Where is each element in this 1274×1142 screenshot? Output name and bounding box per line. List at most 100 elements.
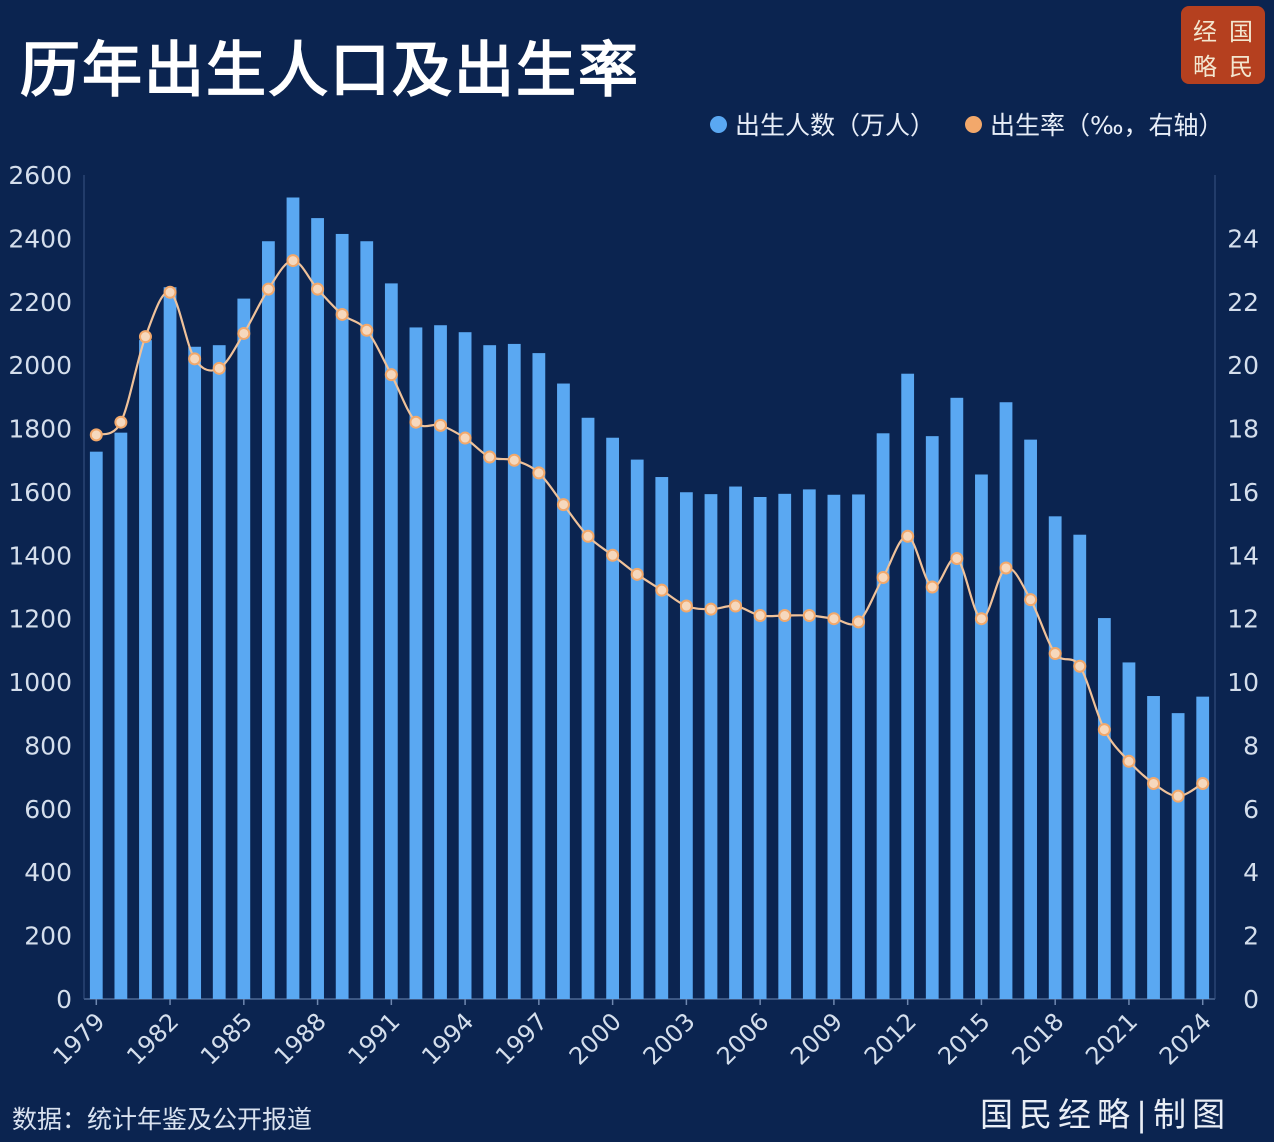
y-left-tick-label: 2200 <box>8 288 72 317</box>
rate-point <box>1171 789 1185 803</box>
y-right-tick-label: 22 <box>1227 288 1259 317</box>
x-tick-label: 1994 <box>416 1007 479 1070</box>
y-right-tick-label: 18 <box>1227 415 1259 444</box>
y-left-tick-label: 800 <box>24 731 72 760</box>
rate-point <box>581 529 595 543</box>
bar-births <box>384 283 398 999</box>
bar-births <box>557 383 570 999</box>
chart-legend: 出生人数（万人） 出生率（‰，右轴） <box>710 106 1224 142</box>
rate-point <box>778 609 792 623</box>
y-left-tick-label: 400 <box>24 858 72 887</box>
rate-point <box>851 615 865 629</box>
rate-point <box>212 361 226 375</box>
bar-births <box>434 325 447 999</box>
rate-point <box>679 599 693 613</box>
bar-births <box>704 494 718 999</box>
bar-births <box>1122 662 1136 999</box>
y-right-tick-label: 16 <box>1227 478 1259 507</box>
rate-point <box>1024 593 1038 607</box>
rate-point <box>237 326 251 340</box>
bar-births <box>925 436 939 999</box>
bar-births <box>729 486 742 999</box>
rate-point <box>163 285 177 299</box>
seal-char: 略 <box>1193 53 1217 81</box>
seal-char: 经 <box>1193 18 1217 46</box>
bar-births <box>286 197 300 1000</box>
page-title: 历年出生人口及出生率 <box>20 36 640 106</box>
bar-births <box>311 218 324 999</box>
bar-births <box>114 432 128 999</box>
y-left-tick-label: 1600 <box>8 478 72 507</box>
rate-point <box>802 609 816 623</box>
x-tick-label: 2009 <box>785 1007 848 1070</box>
rate-point <box>729 599 743 613</box>
rate-point <box>950 551 964 565</box>
rate-point <box>89 428 103 442</box>
bar-births <box>360 241 374 999</box>
bar-births <box>606 437 620 999</box>
bar-births <box>827 494 841 999</box>
rate-point <box>1048 647 1062 661</box>
rate-point <box>1122 754 1136 768</box>
y-right-tick-label: 12 <box>1227 605 1259 634</box>
y-left-tick-label: 2600 <box>8 161 72 190</box>
rate-point <box>704 602 718 616</box>
rate-point <box>532 466 546 480</box>
legend-label-births: 出生人数（万人） <box>735 111 936 140</box>
rate-point <box>335 307 349 321</box>
bar-births <box>975 474 988 999</box>
legend-label-rate: 出生率（‰，右轴） <box>990 111 1224 140</box>
bar-births <box>1048 516 1062 999</box>
bar-births <box>1024 439 1037 1000</box>
x-tick-label: 1982 <box>121 1007 184 1070</box>
y-left-tick-label: 1000 <box>8 668 72 697</box>
legend-item-births: 出生人数（万人） <box>710 106 935 142</box>
y-right-tick-label: 20 <box>1227 351 1259 380</box>
rate-point <box>483 450 497 464</box>
rate-point <box>384 368 398 382</box>
rate-point <box>434 418 448 432</box>
chart-credit: 国民经略|制图 <box>980 1095 1232 1134</box>
bar-births <box>999 402 1013 999</box>
rate-point <box>999 561 1013 575</box>
legend-marker-rate-icon <box>965 115 983 133</box>
x-tick-label: 2024 <box>1154 1007 1217 1070</box>
bar-births <box>1147 696 1160 999</box>
x-tick-label: 2021 <box>1080 1007 1143 1070</box>
legend-marker-births-icon <box>710 115 727 133</box>
y-left-tick-label: 1400 <box>8 541 72 570</box>
rate-point <box>138 330 152 344</box>
rate-point <box>655 583 669 597</box>
seal-char: 国 <box>1229 18 1253 46</box>
bar-births <box>1171 713 1185 999</box>
rate-point <box>606 548 620 562</box>
bar-births <box>655 477 669 999</box>
bar-births <box>679 492 693 999</box>
rate-point <box>630 567 644 581</box>
bar-births <box>950 397 964 999</box>
rate-point <box>556 498 570 512</box>
bar-births <box>778 493 792 999</box>
bar-births <box>409 327 423 999</box>
bar-births <box>876 433 890 999</box>
y-left-tick-label: 1200 <box>8 605 72 634</box>
x-tick-label: 2015 <box>933 1007 996 1070</box>
bar-births <box>1073 534 1087 999</box>
y-right-tick-label: 14 <box>1227 541 1259 570</box>
rate-point <box>188 352 202 366</box>
rate-point <box>1073 659 1087 673</box>
y-right-tick-label: 6 <box>1243 795 1259 824</box>
x-tick-label: 2000 <box>564 1007 627 1070</box>
y-right-tick-label: 2 <box>1243 922 1259 951</box>
y-left-tick-label: 1800 <box>8 415 72 444</box>
bar-births <box>188 346 202 999</box>
rate-line <box>95 259 1204 798</box>
bar-births <box>802 489 816 999</box>
bar-births <box>852 494 865 999</box>
bar-births <box>139 340 152 999</box>
rate-point <box>311 282 325 296</box>
bar-births <box>753 496 767 999</box>
bar-births <box>1097 618 1111 999</box>
y-left-tick-label: 2000 <box>8 351 72 380</box>
